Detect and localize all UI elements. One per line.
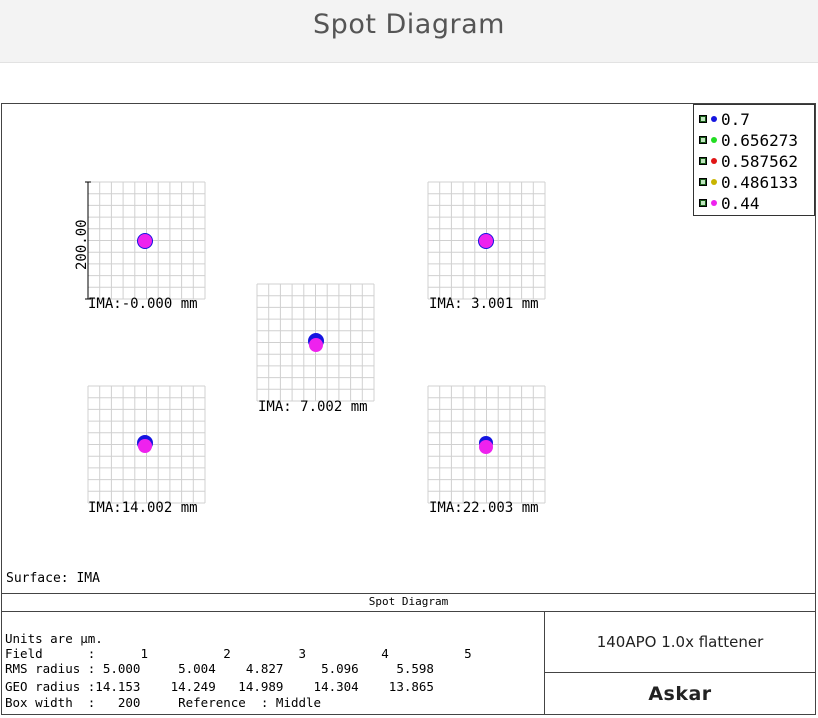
units-text: Units are µm. — [5, 631, 103, 646]
page-header: Spot Diagram — [0, 0, 818, 63]
legend-label: 0.656273 — [721, 130, 799, 150]
field-label: IMA:14.002 mm — [88, 500, 198, 516]
divider — [544, 672, 816, 673]
spot — [479, 234, 493, 248]
spot — [309, 338, 323, 352]
legend-dot-icon — [711, 158, 717, 164]
field-label: IMA: 7.002 mm — [258, 399, 368, 415]
divider — [1, 611, 816, 612]
legend-dot-icon — [711, 116, 717, 122]
checkbox-icon[interactable] — [699, 136, 707, 144]
wavelength-legend: 0.7 0.656273 0.587562 0.486133 0.44 — [693, 104, 815, 216]
legend-item[interactable]: 0.656273 — [699, 130, 798, 150]
legend-dot-icon — [711, 179, 717, 185]
diagram-caption: Spot Diagram — [368, 595, 449, 608]
divider — [1, 593, 816, 594]
spot — [138, 234, 152, 248]
legend-label: 0.587562 — [721, 151, 799, 171]
legend-item[interactable]: 0.7 — [699, 109, 750, 129]
field-label: IMA:-0.000 mm — [88, 296, 198, 312]
divider — [544, 611, 545, 715]
lens-title: 140APO 1.0x flattener — [596, 633, 764, 651]
legend-label: 0.7 — [721, 109, 750, 129]
legend-item[interactable]: 0.486133 — [699, 172, 798, 192]
field-row: Field : 1 2 3 4 5 — [5, 646, 472, 661]
geo-radius-row: GEO radius :14.153 14.249 14.989 14.304 … — [5, 679, 434, 694]
surface-label: Surface: IMA — [6, 571, 100, 586]
legend-item[interactable]: 0.44 — [699, 193, 760, 213]
rms-radius-row: RMS radius : 5.000 5.004 4.827 5.096 5.5… — [5, 661, 434, 676]
brand-logo: Askar — [648, 683, 712, 705]
box-width-row: Box width : 200 Reference : Middle — [5, 695, 322, 710]
checkbox-icon[interactable] — [699, 115, 707, 123]
checkbox-icon[interactable] — [699, 199, 707, 207]
spot — [138, 439, 152, 453]
legend-item[interactable]: 0.587562 — [699, 151, 798, 171]
legend-dot-icon — [711, 137, 717, 143]
scale-label: 200.00 — [74, 219, 90, 270]
page-title: Spot Diagram — [313, 9, 505, 40]
spot — [479, 440, 493, 454]
checkbox-icon[interactable] — [699, 157, 707, 165]
legend-dot-icon — [711, 200, 717, 206]
spot-diagram-frame — [1, 103, 816, 715]
legend-label: 0.486133 — [721, 172, 799, 192]
checkbox-icon[interactable] — [699, 178, 707, 186]
field-label: IMA: 3.001 mm — [429, 296, 539, 312]
field-label: IMA:22.003 mm — [429, 500, 539, 516]
legend-label: 0.44 — [721, 193, 760, 213]
